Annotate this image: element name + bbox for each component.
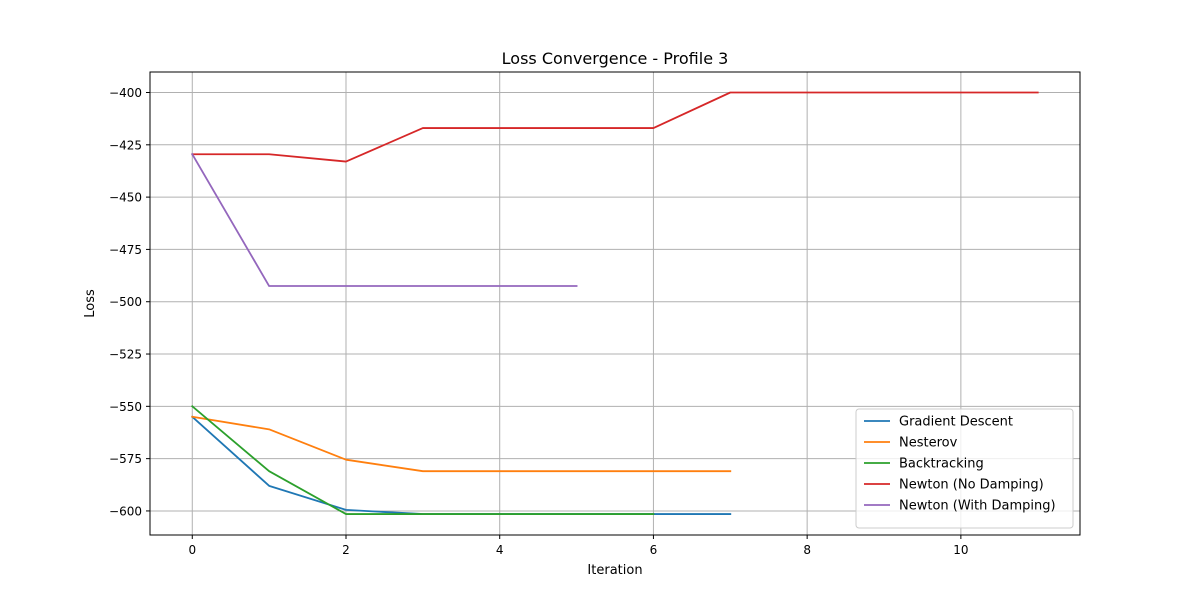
x-tick-label: 4 — [496, 543, 504, 557]
y-tick-label: −450 — [109, 191, 142, 205]
y-tick-label: −500 — [109, 295, 142, 309]
legend-label: Nesterov — [899, 436, 958, 451]
series-line-5 — [191, 152, 578, 287]
chart-title: Loss Convergence - Profile 3 — [502, 49, 729, 68]
series-line-3 — [191, 405, 655, 515]
x-tick-label: 8 — [803, 543, 811, 557]
legend-label: Newton (No Damping) — [899, 478, 1044, 493]
x-axis-label: Iteration — [587, 563, 642, 578]
legend: Gradient Descent Nesterov Backtracking Newt… — [855, 408, 1074, 529]
plot-frame — [149, 71, 1081, 536]
y-tick-label: −525 — [109, 348, 142, 362]
grid-lines — [150, 72, 1080, 535]
y-tick-label: −550 — [109, 400, 142, 414]
x-tick-label: 2 — [342, 543, 350, 557]
y-tick-label: −400 — [109, 86, 142, 100]
axis-ticks: 0 2 4 6 8 10 −600 −575 −550 −525 −500 −475 −450 −425 −… — [109, 86, 968, 557]
legend-label: Newton (With Damping) — [899, 499, 1056, 514]
legend-label: Backtracking — [899, 457, 984, 472]
y-tick-label: −600 — [109, 504, 142, 518]
x-tick-label: 6 — [650, 543, 658, 557]
x-tick-label: 10 — [953, 543, 968, 557]
y-tick-label: −425 — [109, 138, 142, 152]
series-line-2 — [191, 415, 732, 473]
legend-label: Gradient Descent — [899, 415, 1013, 430]
series-lines — [190, 91, 1039, 515]
legend-box — [855, 408, 1074, 529]
x-tick-label: 0 — [188, 543, 196, 557]
y-tick-label: −575 — [109, 452, 142, 466]
y-axis-label: Loss — [83, 289, 98, 318]
series-line-4 — [191, 91, 1039, 163]
y-tick-label: −475 — [109, 243, 142, 257]
